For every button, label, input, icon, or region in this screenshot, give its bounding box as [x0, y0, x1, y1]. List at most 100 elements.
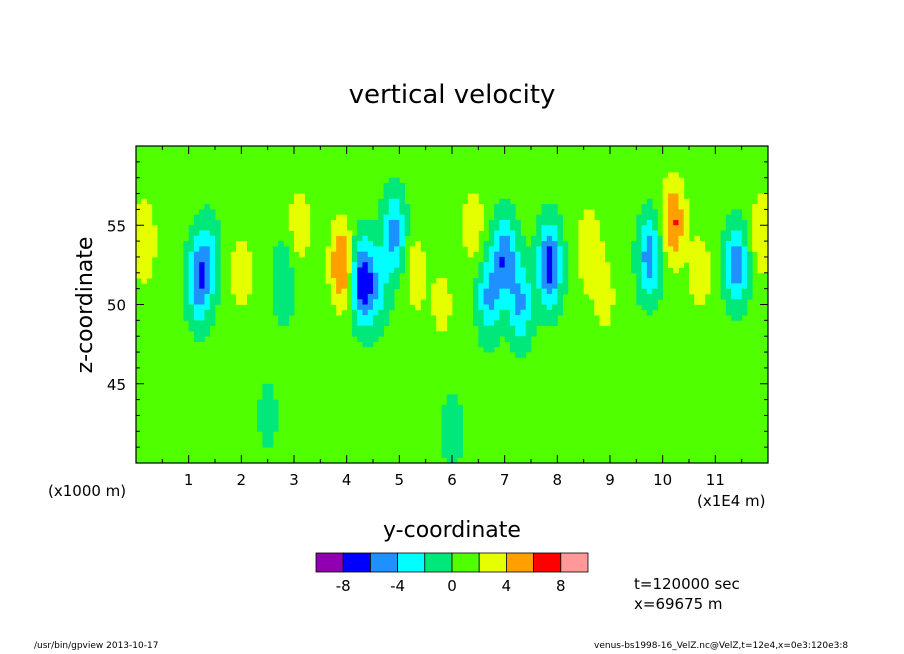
heatmap-cell [441, 426, 448, 432]
heatmap-cell [193, 267, 200, 274]
heatmap-cell [504, 225, 511, 231]
heatmap-cell [752, 230, 758, 237]
heatmap-cell [367, 325, 374, 332]
heatmap-cell [272, 293, 279, 300]
heatmap-cell [610, 299, 616, 305]
heatmap-cell [757, 251, 764, 258]
heatmap-cell [441, 415, 448, 422]
heatmap-cell [509, 209, 516, 216]
heatmap-cell [325, 251, 332, 258]
heatmap-cell [209, 309, 216, 316]
heatmap-cell [683, 246, 690, 253]
heatmap-cell [373, 230, 379, 237]
heatmap-cell [341, 278, 348, 284]
heatmap-cell [699, 241, 706, 247]
heatmap-cell [578, 256, 585, 263]
heatmap-cell [330, 235, 337, 242]
heatmap-cell [151, 230, 158, 237]
heatmap-cell [504, 309, 511, 316]
heatmap-cell [373, 262, 379, 268]
heatmap-cell [488, 336, 495, 342]
heatmap-cell [494, 315, 500, 321]
heatmap-cell [741, 225, 748, 231]
heatmap-cell [652, 262, 658, 268]
heatmap-cell [725, 267, 732, 274]
heatmap-cell [488, 235, 495, 242]
heatmap-cell [562, 246, 569, 253]
heatmap-cell [267, 404, 274, 411]
heatmap-cell [215, 246, 221, 253]
heatmap-cell [141, 278, 147, 284]
heatmap-cell [193, 299, 200, 305]
heatmap-cell [241, 246, 247, 253]
heatmap-cell [483, 330, 490, 337]
x-axis: 1 2 3 4 5 6 7 8 9 10 11 [135, 146, 769, 489]
heatmap-cell [367, 267, 374, 274]
heatmap-cell [504, 288, 511, 295]
heatmap-cell [462, 225, 469, 231]
heatmap-cell [531, 293, 537, 300]
heatmap-cell [362, 235, 369, 242]
heatmap-cell [546, 246, 553, 253]
heatmap-cell [525, 320, 532, 327]
heatmap-cell [504, 304, 511, 311]
heatmap-cell [351, 251, 358, 258]
heatmap-cell [367, 288, 374, 295]
x-tick-label: 11 [706, 471, 725, 489]
heatmap-cell [467, 251, 474, 258]
heatmap-cell [483, 304, 490, 311]
heatmap-cell [436, 288, 442, 295]
heatmap-cell [499, 320, 506, 327]
heatmap-cell [388, 204, 395, 210]
heatmap-cell [731, 309, 737, 316]
heatmap-cell [504, 251, 511, 258]
heatmap-cell [731, 267, 737, 274]
heatmap-cell [330, 230, 337, 237]
heatmap-cell [667, 262, 674, 268]
heatmap-cell [467, 225, 474, 231]
heatmap-cell [141, 256, 147, 263]
heatmap-cell [483, 288, 490, 295]
heatmap-cell [304, 230, 311, 237]
heatmap-cell [509, 241, 516, 247]
heatmap-cell [283, 272, 290, 279]
heatmap-cell [394, 262, 400, 268]
heatmap-cell [552, 219, 558, 226]
heatmap-cell [399, 235, 405, 242]
heatmap-cell [552, 262, 558, 268]
heatmap-cell [504, 246, 511, 253]
heatmap-cell [362, 330, 369, 337]
heatmap-cell [193, 283, 200, 290]
heatmap-cell [383, 188, 390, 194]
heatmap-cell [362, 278, 369, 284]
heatmap-cell [494, 278, 500, 284]
heatmap-cell [330, 299, 337, 305]
heatmap-cell [330, 256, 337, 263]
heatmap-cell [383, 320, 390, 327]
heatmap-cell [515, 241, 521, 247]
heatmap-cell [588, 230, 595, 237]
heatmap-cell [278, 315, 284, 321]
heatmap-cell [409, 246, 416, 253]
heatmap-cell [378, 209, 384, 216]
heatmap-cell [667, 204, 674, 210]
heatmap-cell [357, 256, 363, 263]
heatmap-cell [351, 330, 358, 337]
heatmap-cell [699, 246, 706, 253]
heatmap-cell [188, 256, 195, 263]
heatmap-cell [351, 256, 358, 263]
heatmap-cell [283, 283, 290, 290]
heatmap-cell [436, 325, 442, 332]
heatmap-cell [683, 225, 690, 231]
heatmap-cell [541, 225, 548, 231]
heatmap-cell [520, 272, 527, 279]
heatmap-cell [483, 272, 490, 279]
heatmap-cell [736, 304, 743, 311]
heatmap-cell [578, 225, 585, 231]
heatmap-cell [204, 283, 211, 290]
heatmap-cell [689, 288, 695, 295]
heatmap-cell [546, 272, 553, 279]
heatmap-cell [183, 267, 190, 274]
heatmap-cell [362, 304, 369, 311]
heatmap-cell [694, 288, 700, 295]
